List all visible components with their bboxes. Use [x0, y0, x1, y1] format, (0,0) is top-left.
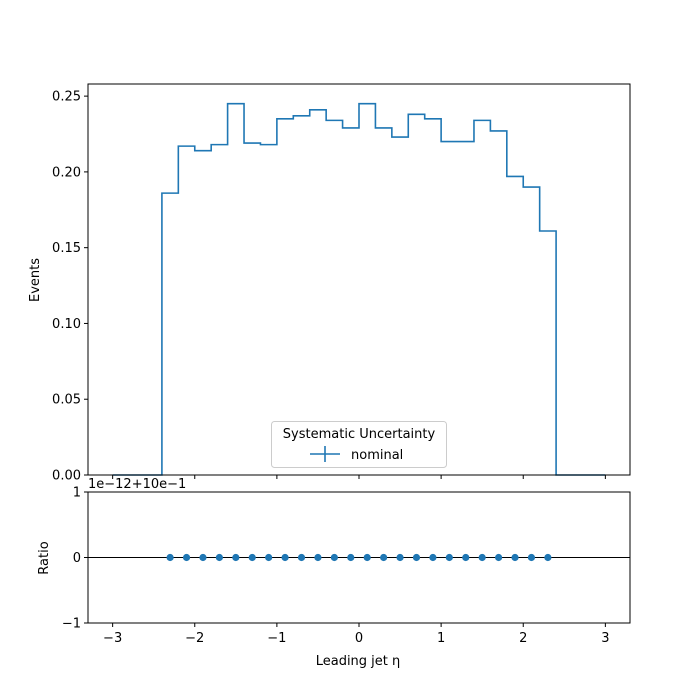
main-y-ticks: 0.00 0.05 0.10 0.15 0.20 0.25: [52, 90, 88, 484]
y-axis-label-events: Events: [28, 258, 43, 302]
ratio-point: [363, 553, 371, 562]
ratio-x-tick-label: 0: [355, 631, 363, 646]
ratio-x-tick-label: 1: [437, 631, 445, 646]
ratio-x-ticks: −3 −2 −1 0 1 2 3: [103, 623, 610, 646]
ratio-point: [166, 553, 174, 562]
ratio-point: [232, 553, 240, 562]
ratio-point: [429, 553, 437, 562]
ratio-point: [511, 553, 519, 562]
ratio-y-tick-label: 1: [73, 486, 81, 501]
ratio-point: [182, 553, 191, 562]
ratio-point: [478, 553, 486, 562]
ratio-point: [445, 553, 453, 562]
ratio-point: [544, 553, 552, 562]
ratio-panel: −1 0 1 −3 −2 −1 0 1 2 3 1e−12+10e−1 Ratio Leadin…: [37, 477, 631, 669]
main-x-ticks: [112, 475, 606, 479]
ratio-point: [297, 553, 306, 562]
ratio-x-tick-label: 2: [519, 631, 527, 646]
legend: Systematic Uncertainty nominal: [271, 421, 447, 468]
ratio-point: [281, 553, 289, 562]
ratio-point: [495, 553, 503, 562]
ratio-point: [347, 553, 355, 562]
ratio-point: [248, 553, 256, 562]
main-y-tick-label: 0.10: [52, 317, 81, 332]
ratio-point: [314, 553, 322, 562]
ratio-point: [265, 553, 273, 562]
ratio-x-tick-label: 3: [601, 631, 609, 646]
x-axis-label: Leading jet η: [316, 654, 401, 669]
ratio-point: [396, 553, 404, 562]
ratio-point: [527, 553, 536, 562]
ratio-plot-area: [88, 553, 630, 562]
ratio-x-tick-label: −3: [103, 631, 122, 646]
ratio-point: [199, 553, 207, 562]
main-y-tick-label: 0.05: [52, 393, 81, 408]
main-y-tick-label: 0.25: [52, 90, 81, 105]
ratio-point: [462, 553, 470, 562]
ratio-offset-text: 1e−12+10e−1: [88, 477, 186, 492]
main-y-tick-label: 0.15: [52, 241, 81, 256]
main-plot-area: [112, 102, 606, 476]
ratio-point: [412, 553, 421, 562]
main-panel: 0.00 0.05 0.10 0.15 0.20 0.25 Events Systemat…: [28, 83, 631, 484]
ratio-point: [330, 553, 338, 562]
main-y-tick-label: 0.00: [52, 469, 81, 484]
legend-title: Systematic Uncertainty: [283, 427, 436, 442]
ratio-point: [380, 553, 388, 562]
histogram-nominal: [112, 102, 606, 476]
ratio-x-tick-label: −1: [267, 631, 286, 646]
y-axis-label-ratio: Ratio: [37, 541, 52, 574]
ratio-point: [215, 553, 223, 562]
ratio-y-tick-label: 0: [73, 551, 81, 566]
ratio-x-tick-label: −2: [185, 631, 204, 646]
legend-frame: [271, 421, 447, 468]
ratio-y-ticks: −1 0 1: [62, 486, 88, 632]
ratio-y-tick-label: −1: [62, 617, 81, 632]
legend-entry-nominal: nominal: [351, 448, 403, 463]
main-y-tick-label: 0.20: [52, 165, 81, 180]
main-axes-frame: [87, 83, 631, 476]
